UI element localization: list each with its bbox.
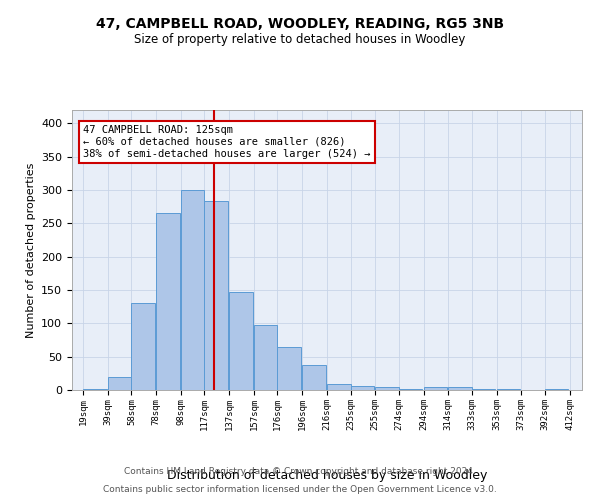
Bar — [131, 304, 155, 390]
X-axis label: Distribution of detached houses by size in Woodley: Distribution of detached houses by size … — [167, 469, 487, 482]
Text: Contains public sector information licensed under the Open Government Licence v3: Contains public sector information licen… — [103, 485, 497, 494]
Text: Contains HM Land Registry data © Crown copyright and database right 2024.: Contains HM Land Registry data © Crown c… — [124, 467, 476, 476]
Bar — [472, 388, 496, 390]
Bar — [254, 324, 277, 390]
Bar — [156, 214, 179, 390]
Bar — [375, 386, 399, 390]
Bar — [83, 388, 107, 390]
Y-axis label: Number of detached properties: Number of detached properties — [26, 162, 35, 338]
Bar — [108, 376, 131, 390]
Bar — [497, 388, 520, 390]
Text: 47, CAMPBELL ROAD, WOODLEY, READING, RG5 3NB: 47, CAMPBELL ROAD, WOODLEY, READING, RG5… — [96, 18, 504, 32]
Bar — [302, 366, 326, 390]
Bar — [229, 292, 253, 390]
Text: Size of property relative to detached houses in Woodley: Size of property relative to detached ho… — [134, 32, 466, 46]
Bar — [205, 200, 228, 390]
Bar — [350, 386, 374, 390]
Bar — [181, 190, 205, 390]
Bar — [327, 384, 350, 390]
Text: 47 CAMPBELL ROAD: 125sqm
← 60% of detached houses are smaller (826)
38% of semi-: 47 CAMPBELL ROAD: 125sqm ← 60% of detach… — [83, 126, 371, 158]
Bar — [448, 388, 472, 390]
Bar — [545, 388, 568, 390]
Bar — [424, 388, 447, 390]
Bar — [277, 346, 301, 390]
